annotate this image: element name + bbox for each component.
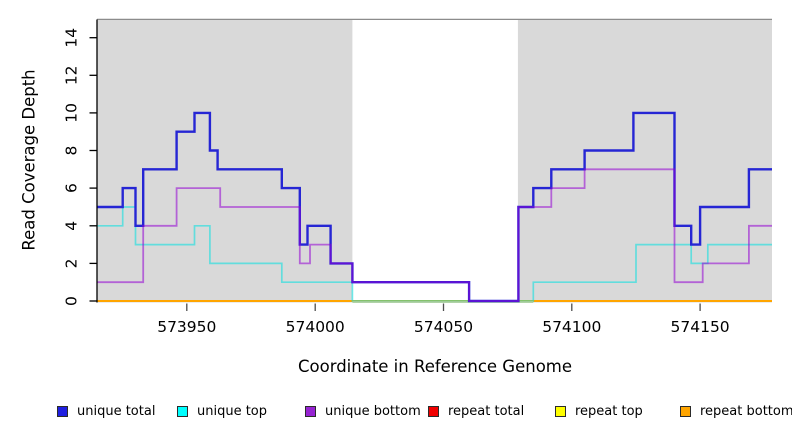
y-tick-label: 10 [63, 103, 81, 123]
legend-item-unique-bottom: unique bottom [305, 402, 421, 420]
x-tick-label: 574100 [542, 318, 601, 336]
legend-item-unique-total: unique total [57, 402, 155, 420]
legend-swatch-icon [305, 405, 316, 417]
x-axis-title: Coordinate in Reference Genome [298, 357, 572, 376]
legend-item-repeat-total: repeat total [428, 402, 524, 420]
y-tick-label: 8 [63, 146, 81, 156]
legend-label: repeat top [575, 403, 643, 419]
x-tick-label: 574150 [671, 318, 730, 336]
x-tick-label: 574050 [414, 318, 473, 336]
y-tick-label: 14 [63, 28, 81, 48]
chart-legend: unique total unique top unique bottom repea… [0, 399, 792, 423]
y-tick-label: 6 [63, 183, 81, 193]
y-axis-title: Read Coverage Depth [20, 69, 39, 250]
legend-swatch-icon [177, 405, 188, 417]
x-tick-label: 574000 [286, 318, 345, 336]
legend-swatch-icon [680, 405, 691, 417]
legend-swatch-icon [428, 405, 439, 417]
legend-label: unique bottom [325, 403, 421, 419]
legend-item-unique-top: unique top [177, 402, 267, 420]
legend-label: unique total [77, 403, 156, 419]
shaded-regions [97, 20, 772, 303]
legend-swatch-icon [57, 405, 68, 417]
legend-label: repeat bottom [700, 403, 792, 419]
y-tick-label: 2 [63, 258, 81, 268]
legend-swatch-icon [555, 405, 566, 417]
y-tick-label: 0 [63, 296, 81, 306]
legend-item-repeat-top: repeat top [555, 402, 643, 420]
y-axis: 0 2 4 6 8 10 12 14 Read Coverage Depth [20, 19, 98, 306]
y-tick-label: 4 [63, 221, 81, 231]
legend-label: unique top [197, 403, 268, 419]
legend-label: repeat total [448, 403, 525, 419]
legend-item-repeat-bottom: repeat bottom [680, 402, 792, 420]
x-tick-label: 573950 [157, 318, 216, 336]
series-unique-bottom [97, 168, 772, 302]
y-tick-label: 12 [63, 65, 81, 85]
x-axis: 573950 574000 574050 574100 574150 Coordinate… [157, 303, 730, 376]
